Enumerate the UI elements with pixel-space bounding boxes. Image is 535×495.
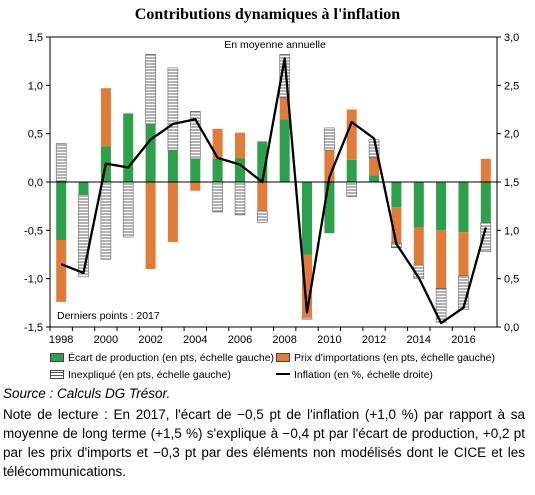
x-tick-label-2012: 2012 [362, 334, 386, 346]
chart-canvas: -1,5 -1,0 -0,5 0,0 0,5 1,0 1,5 0,0 0,5 1,0 1,5 2,0 2… [24, 32, 519, 346]
left-tick-label: 0,5 [28, 129, 43, 141]
legend-output-gap: Écart de production (en pts, échelle gau… [50, 352, 274, 364]
bar-output-gap-2004 [190, 158, 201, 182]
x-tick-label-2010: 2010 [317, 334, 341, 346]
bar-import-prices-2010 [324, 150, 335, 182]
bar-unexplained-2010 [324, 127, 335, 151]
bar-output-gap-2003 [167, 150, 178, 182]
left-tick-label: -1,0 [24, 274, 43, 286]
bar-import-prices-2008 [279, 97, 290, 120]
bar-unexplained-2004 [190, 111, 201, 160]
legend-label-inflation: Inflation (en %, échelle droite) [294, 369, 433, 381]
bar-output-gap-2012 [369, 175, 380, 182]
bar-unexplained-2007 [256, 210, 268, 223]
bar-unexplained-2009 [301, 316, 313, 320]
bar-unexplained-2003 [167, 67, 179, 151]
bar-import-prices-2006 [235, 132, 245, 158]
legend-unexplained: Inexpliqué (en pts, échelle gauche) [50, 369, 231, 381]
x-tick-label-2000: 2000 [94, 334, 118, 346]
bar-unexplained-2011 [346, 181, 358, 197]
bar-unexplained-2006 [234, 181, 246, 216]
inflation-line-layer [60, 57, 487, 325]
bar-import-prices-2015 [436, 230, 447, 289]
bar-import-prices-2017 [480, 158, 491, 182]
axes-layer: -1,5 -1,0 -0,5 0,0 0,5 1,0 1,5 0,0 0,5 1,0 1,5 2,0 2… [24, 32, 519, 346]
bar-import-prices-1998 [56, 240, 67, 302]
bar-output-gap-2005 [212, 158, 223, 182]
legend-label-unexplained: Inexpliqué (en pts, échelle gauche) [68, 369, 231, 381]
bar-import-prices-2012 [369, 157, 380, 176]
bar-output-gap-2002 [145, 124, 156, 182]
right-tick-label: 2,0 [504, 129, 519, 141]
bar-import-prices-2004 [190, 182, 201, 191]
inflation-line [60, 57, 487, 325]
bar-import-prices-2000 [100, 88, 111, 147]
right-tick-label: 1,0 [504, 225, 519, 237]
bar-output-gap-2013 [391, 182, 402, 208]
x-tick-label-2014: 2014 [407, 334, 431, 346]
bar-import-prices-2011 [346, 109, 357, 160]
bar-output-gap-2008 [279, 119, 290, 182]
left-tick-label: -0,5 [24, 225, 43, 237]
bar-output-gap-2007 [257, 141, 268, 182]
left-tick-label: -1,5 [24, 322, 43, 334]
annotation-bottom: Derniers points : 2017 [57, 310, 160, 322]
legend-swatch-hatched [50, 370, 64, 379]
right-tick-label: 0,0 [504, 322, 519, 334]
x-tick-label-2002: 2002 [138, 334, 162, 346]
reading-note: Note de lecture : En 2017, l'écart de −0… [3, 407, 525, 479]
right-tick-label: 3,0 [504, 32, 519, 44]
bar-unexplained-2000 [100, 181, 112, 260]
legend-swatch-green [50, 353, 64, 362]
bar-output-gap-1999 [78, 182, 89, 195]
bar-unexplained-2017 [480, 222, 492, 252]
x-tick-label-1998: 1998 [49, 334, 73, 346]
bar-output-gap-2006 [235, 157, 245, 182]
bar-output-gap-1998 [56, 182, 67, 240]
bar-unexplained-2008 [279, 54, 291, 99]
x-tick-label-2004: 2004 [183, 334, 207, 346]
bar-output-gap-2017 [480, 182, 491, 223]
bar-output-gap-2014 [413, 182, 424, 228]
bar-output-gap-2010 [324, 182, 335, 234]
bar-output-gap-2011 [346, 159, 357, 182]
bar-import-prices-2007 [257, 182, 268, 211]
legend-swatch-line [276, 373, 290, 375]
bar-output-gap-2015 [436, 182, 447, 231]
x-tick-label-2006: 2006 [228, 334, 252, 346]
legend-inflation: Inflation (en %, échelle droite) [276, 369, 433, 381]
source-text: Source : Calculs DG Trésor. [3, 386, 171, 401]
x-tick-label-2008: 2008 [272, 334, 296, 346]
left-tick-label: 1,0 [28, 80, 43, 92]
bar-output-gap-2001 [123, 113, 134, 182]
bar-output-gap-2016 [458, 182, 469, 233]
bar-import-prices-2009 [302, 254, 312, 318]
legend-label-import-prices: Prix d'importations (en pts, échelle gau… [294, 352, 496, 364]
bar-import-prices-2013 [391, 207, 402, 243]
bar-import-prices-2003 [167, 182, 178, 242]
legend-label-output-gap: Écart de production (en pts, échelle gau… [68, 352, 275, 364]
chart-title: Contributions dynamiques à l'inflation [134, 6, 401, 23]
bar-import-prices-2014 [413, 227, 424, 266]
bar-unexplained-1999 [78, 194, 89, 278]
bar-import-prices-2005 [212, 128, 223, 159]
right-tick-label: 1,5 [504, 177, 519, 189]
bar-unexplained-2002 [145, 54, 156, 125]
left-tick-label: 1,5 [28, 32, 43, 44]
left-tick-label: 0,0 [28, 177, 43, 189]
bar-import-prices-2016 [458, 232, 469, 276]
right-tick-label: 0,5 [504, 274, 519, 286]
legend-swatch-orange [276, 353, 290, 362]
bar-import-prices-2002 [145, 182, 156, 269]
legend-import-prices: Prix d'importations (en pts, échelle gau… [276, 352, 495, 364]
bar-unexplained-1998 [55, 143, 67, 183]
bar-unexplained-2005 [212, 181, 223, 213]
x-tick-label-2016: 2016 [451, 334, 475, 346]
bars-layer [55, 54, 492, 323]
right-tick-label: 2,5 [504, 80, 519, 92]
annotation-top: En moyenne annuelle [224, 39, 326, 51]
bar-unexplained-2001 [122, 181, 134, 238]
bar-output-gap-2009 [302, 182, 312, 255]
